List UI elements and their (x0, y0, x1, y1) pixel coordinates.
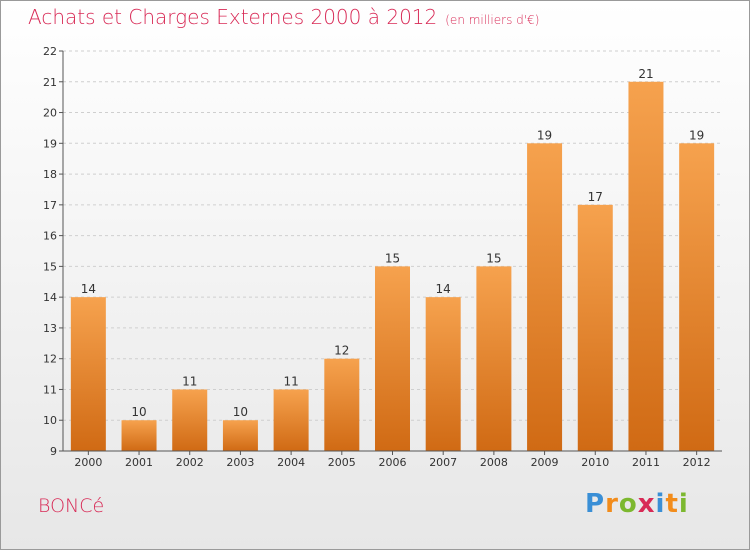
bar-2006 (375, 266, 410, 451)
y-tick-label: 22 (43, 45, 57, 58)
y-tick-label: 13 (43, 322, 57, 335)
x-tick-label-2003: 2003 (226, 456, 254, 469)
x-tick-label-2006: 2006 (379, 456, 407, 469)
y-tick-label: 17 (43, 199, 57, 212)
x-tick-label-2012: 2012 (683, 456, 711, 469)
value-label-2005: 12 (334, 344, 349, 358)
chart-subtitle: (en milliers d'€) (445, 13, 540, 27)
bar-2004 (273, 389, 309, 451)
y-tick-label: 10 (43, 414, 57, 427)
x-tick-label-2004: 2004 (277, 456, 305, 469)
value-label-2012: 19 (689, 128, 704, 142)
logo-letter: i (678, 489, 689, 519)
value-label-2009: 19 (537, 128, 552, 142)
value-label-2007: 14 (436, 282, 451, 296)
logo-letter: x (637, 489, 656, 519)
logo-letter: t (665, 489, 679, 519)
y-tick-label: 18 (43, 168, 57, 181)
y-tick-label: 21 (43, 76, 57, 89)
value-label-2000: 14 (81, 282, 96, 296)
y-tick-label: 12 (43, 353, 57, 366)
y-tick-label: 16 (43, 230, 57, 243)
chart-title: Achats et Charges Externes 2000 à 2012 (e… (28, 5, 539, 29)
bar-2003 (222, 420, 258, 451)
x-tick-label-2005: 2005 (328, 456, 356, 469)
value-label-2001: 10 (131, 405, 146, 419)
x-tick-label-2002: 2002 (176, 456, 204, 469)
value-label-2002: 11 (182, 374, 197, 388)
x-tick-label-2001: 2001 (125, 456, 153, 469)
bar-2005 (324, 358, 360, 451)
bar-2002 (172, 389, 208, 451)
logo-letter: P (585, 489, 606, 519)
y-tick-label: 20 (43, 107, 57, 120)
y-tick-label: 19 (43, 137, 57, 150)
x-tick-label-2007: 2007 (429, 456, 457, 469)
chart-title-text: Achats et Charges Externes 2000 à 2012 (28, 5, 438, 29)
y-tick-label: 14 (43, 291, 57, 304)
bar-2001 (121, 420, 157, 451)
value-label-2004: 11 (283, 374, 298, 388)
bar-2007 (425, 297, 461, 451)
y-tick-label: 9 (50, 445, 57, 458)
proxiti-logo: Proxiti (585, 489, 689, 519)
x-tick-label-2008: 2008 (480, 456, 508, 469)
bar-2010 (577, 204, 613, 451)
bar-2012 (679, 143, 715, 452)
value-label-2003: 10 (233, 405, 248, 419)
axes: 9 10 11 12 13 14 15 16 17 18 19 20 21 22 2000 2001 2002 2… (43, 45, 722, 469)
bar-2009 (527, 143, 563, 452)
logo-letter: r (605, 489, 619, 519)
x-tick-label-2011: 2011 (632, 456, 660, 469)
x-tick-label-2010: 2010 (581, 456, 609, 469)
value-label-2006: 15 (385, 251, 400, 265)
bar-2011 (628, 81, 664, 452)
value-label-2011: 21 (638, 67, 653, 81)
bars: 14 10 11 10 11 12 15 14 15 19 17 21 19 (70, 67, 715, 452)
bar-2000 (70, 297, 106, 451)
y-tick-label: 15 (43, 260, 57, 273)
logo-letter: o (618, 489, 638, 519)
x-tick-label-2009: 2009 (531, 456, 559, 469)
commune-name: BONCé (38, 495, 105, 517)
value-label-2010: 17 (588, 190, 603, 204)
y-tick-label: 11 (43, 383, 57, 396)
logo-letter: i (655, 489, 666, 519)
bar-2008 (476, 266, 512, 451)
value-label-2008: 15 (486, 251, 501, 265)
x-tick-label-2000: 2000 (74, 456, 102, 469)
